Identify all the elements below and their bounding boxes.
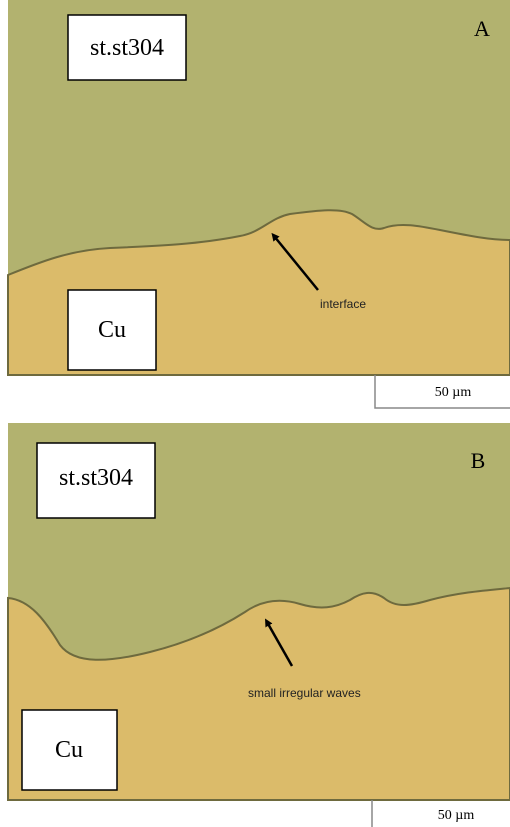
panel-a: st.st304 A Cu interface 50 µm (8, 0, 510, 408)
panel-b: st.st304 B Cu small irregular waves 50 µ… (8, 423, 510, 827)
panel-label: B (471, 448, 486, 473)
figure: st.st304 A Cu interface 50 µm st.st304 B… (0, 0, 510, 827)
scale-bar-label: 50 µm (435, 385, 472, 400)
material-label: Cu (55, 737, 83, 763)
scale-bar-label: 50 µm (438, 808, 475, 823)
material-label: st.st304 (90, 35, 164, 61)
panel-label: A (474, 16, 490, 41)
page: st.st304 A Cu interface 50 µm st.st304 B… (0, 0, 510, 827)
annotation: interface (320, 297, 366, 311)
annotation: small irregular waves (248, 686, 361, 700)
material-label: st.st304 (59, 465, 133, 491)
material-label: Cu (98, 317, 126, 343)
